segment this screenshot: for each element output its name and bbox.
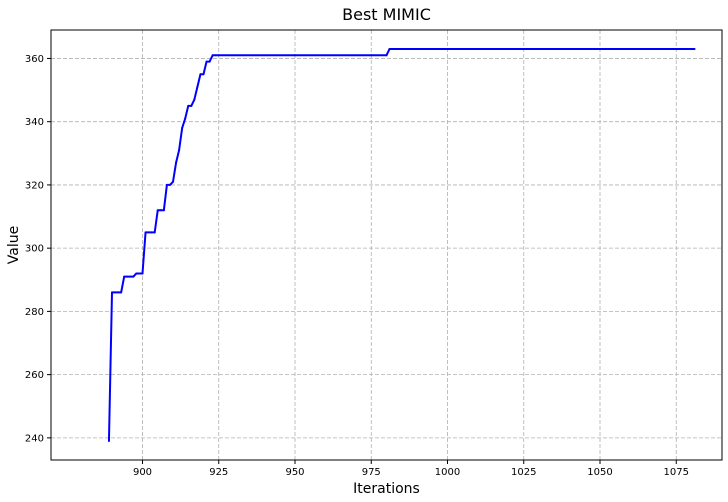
data-point xyxy=(211,54,214,57)
data-point xyxy=(150,231,153,234)
data-point xyxy=(120,291,123,294)
data-point xyxy=(172,180,174,183)
y-tick-label: 280 xyxy=(25,307,44,318)
y-tick-label: 360 xyxy=(25,54,44,65)
grid xyxy=(51,30,722,460)
y-tick-label: 260 xyxy=(25,370,44,381)
x-tick-label: 950 xyxy=(285,467,304,478)
data-point xyxy=(184,117,187,120)
data-point xyxy=(165,183,168,186)
x-tick-label: 1000 xyxy=(435,467,460,478)
data-point xyxy=(117,291,120,294)
data-point xyxy=(196,85,199,88)
y-axis-title: Value xyxy=(6,226,22,264)
data-point xyxy=(111,291,113,294)
data-point xyxy=(135,272,138,275)
x-axis-title: Iterations xyxy=(353,481,420,497)
data-point xyxy=(388,47,391,50)
y-tick-label: 240 xyxy=(25,433,44,444)
data-point xyxy=(599,47,601,50)
y-axis-ticks: 240 260 280 300 320 340 360 xyxy=(25,54,51,444)
data-point xyxy=(107,440,110,443)
x-tick-label: 900 xyxy=(133,467,152,478)
y-tick-label: 300 xyxy=(25,244,44,255)
x-tick-label: 975 xyxy=(362,467,381,478)
data-point xyxy=(162,209,165,212)
data-point xyxy=(129,275,132,278)
data-point xyxy=(141,272,144,275)
data-point xyxy=(153,231,156,234)
data-point xyxy=(132,275,135,278)
data-point xyxy=(370,54,373,57)
data-point xyxy=(199,73,202,76)
data-point xyxy=(159,209,162,212)
data-point xyxy=(205,60,208,63)
data-point xyxy=(446,47,449,50)
data-point xyxy=(190,104,193,107)
chart-title: Best MIMIC xyxy=(342,5,431,24)
x-tick-label: 1075 xyxy=(664,467,689,478)
data-point xyxy=(175,161,178,164)
y-tick-label: 320 xyxy=(25,180,44,191)
data-point xyxy=(114,291,117,294)
data-point xyxy=(144,231,147,234)
data-point xyxy=(693,47,696,50)
data-point xyxy=(202,73,205,76)
data-point xyxy=(187,104,190,107)
x-tick-label: 1025 xyxy=(511,467,536,478)
data-point xyxy=(214,54,217,57)
x-tick-label: 1050 xyxy=(587,467,612,478)
series-layer xyxy=(107,47,696,443)
data-point xyxy=(217,54,220,57)
x-tick-label: 925 xyxy=(209,467,228,478)
data-point xyxy=(138,272,141,275)
data-point xyxy=(193,98,196,101)
x-axis-ticks: 900 925 950 975 1000 1025 1050 1075 xyxy=(133,460,689,478)
data-point xyxy=(168,183,171,186)
series-line xyxy=(107,47,695,442)
y-tick-label: 340 xyxy=(25,117,44,128)
data-point xyxy=(385,54,388,57)
data-point xyxy=(522,47,525,50)
data-point xyxy=(156,209,159,212)
data-point xyxy=(294,54,296,57)
data-point xyxy=(123,275,126,278)
data-point xyxy=(181,127,184,130)
data-point xyxy=(178,149,181,152)
plot-frame xyxy=(50,29,723,461)
data-point xyxy=(675,47,678,50)
data-point xyxy=(147,231,150,234)
data-point xyxy=(126,275,129,278)
data-point xyxy=(208,60,211,63)
